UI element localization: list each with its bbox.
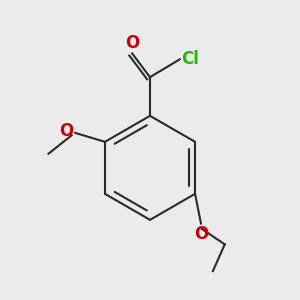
Text: Cl: Cl [181,50,199,68]
Text: O: O [194,225,208,243]
Text: O: O [125,34,139,52]
Text: O: O [59,122,74,140]
